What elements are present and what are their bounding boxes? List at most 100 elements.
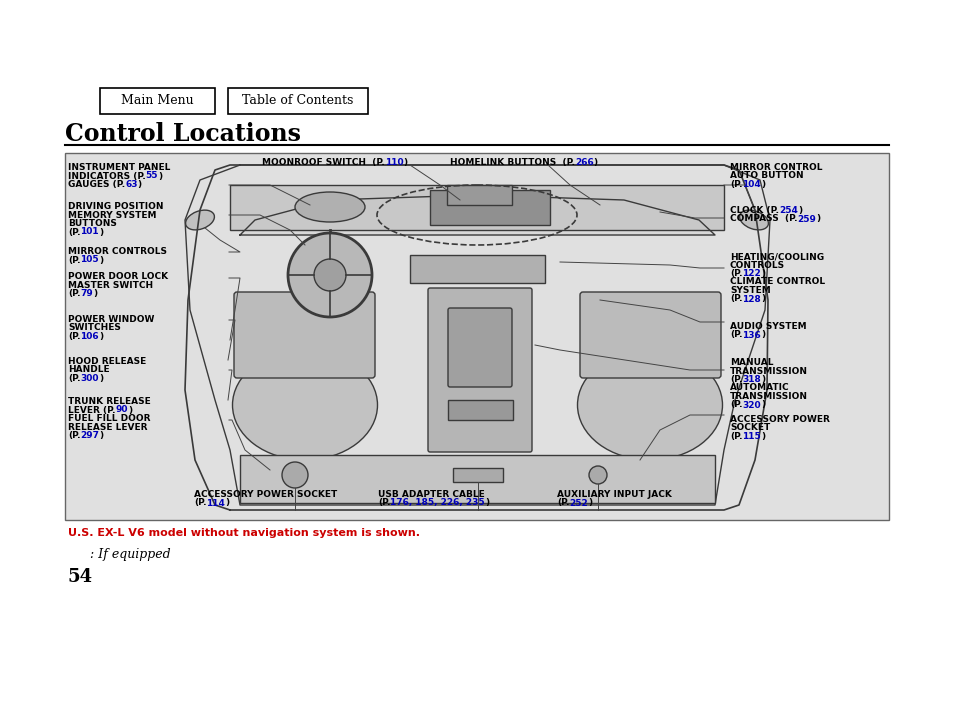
Text: 90: 90	[115, 405, 128, 415]
Text: (P.: (P.	[729, 330, 741, 339]
Text: ): )	[99, 332, 103, 341]
Bar	[228, 88, 368, 114]
Text: ): )	[588, 498, 592, 508]
Text: ): )	[128, 405, 132, 415]
Text: : If equipped: : If equipped	[90, 548, 171, 561]
Circle shape	[314, 259, 346, 291]
Text: ): )	[99, 374, 103, 383]
Text: MIRROR CONTROL: MIRROR CONTROL	[729, 163, 821, 172]
FancyBboxPatch shape	[233, 292, 375, 378]
Text: HOOD RELEASE: HOOD RELEASE	[68, 357, 146, 366]
Text: 54: 54	[68, 568, 93, 586]
Text: U.S. EX-L V6 model without navigation system is shown.: U.S. EX-L V6 model without navigation sy…	[68, 528, 419, 538]
Text: MASTER SWITCH: MASTER SWITCH	[68, 280, 153, 290]
Text: ): )	[593, 158, 598, 167]
Text: ): )	[760, 375, 764, 384]
Text: RELEASE LEVER: RELEASE LEVER	[68, 422, 148, 432]
Text: ): )	[760, 180, 764, 189]
Text: (P.: (P.	[729, 432, 741, 441]
Text: (P.: (P.	[729, 400, 741, 410]
Text: Table of Contents: Table of Contents	[242, 94, 354, 107]
Text: AUXILIARY INPUT JACK: AUXILIARY INPUT JACK	[557, 490, 671, 499]
Text: 104: 104	[741, 180, 760, 189]
Text: (P.: (P.	[68, 227, 80, 236]
Text: GAUGES (P.: GAUGES (P.	[68, 180, 125, 189]
Text: DRIVING POSITION: DRIVING POSITION	[68, 202, 163, 211]
Bar	[100, 88, 214, 114]
Text: 122: 122	[741, 269, 760, 278]
Text: POWER WINDOW: POWER WINDOW	[68, 315, 154, 324]
Text: ACCESSORY POWER: ACCESSORY POWER	[729, 415, 829, 424]
Text: LEVER (P.: LEVER (P.	[68, 405, 115, 415]
Text: (P.: (P.	[193, 498, 206, 508]
Text: MOONROOF SWITCH  (P.: MOONROOF SWITCH (P.	[262, 158, 384, 167]
Text: ): )	[225, 498, 230, 508]
Text: CLIMATE CONTROL: CLIMATE CONTROL	[729, 278, 824, 287]
Text: SYSTEM: SYSTEM	[729, 286, 770, 295]
Bar	[240, 455, 714, 503]
Text: COMPASS  (P.: COMPASS (P.	[729, 214, 797, 224]
Text: (P.: (P.	[729, 269, 741, 278]
Text: 252: 252	[569, 498, 588, 508]
Text: (P.: (P.	[729, 375, 741, 384]
Text: Main Menu: Main Menu	[121, 94, 193, 107]
Bar	[230, 185, 723, 230]
Text: ): )	[99, 227, 103, 236]
Bar	[453, 468, 502, 482]
Text: TRUNK RELEASE: TRUNK RELEASE	[68, 397, 151, 406]
Text: 259: 259	[797, 214, 816, 224]
Text: INDICATORS (P.: INDICATORS (P.	[68, 172, 146, 180]
Text: SWITCHES: SWITCHES	[68, 324, 121, 332]
Text: ): )	[760, 330, 764, 339]
Text: ): )	[816, 214, 820, 224]
Text: (P.: (P.	[68, 289, 80, 298]
Text: 176, 185, 226, 235: 176, 185, 226, 235	[390, 498, 485, 508]
Ellipse shape	[577, 350, 721, 460]
Text: CLOCK (P.: CLOCK (P.	[729, 206, 779, 215]
Text: 136: 136	[741, 330, 760, 339]
Text: 79: 79	[80, 289, 93, 298]
Ellipse shape	[294, 192, 365, 222]
Bar	[410, 255, 544, 283]
Text: (P.: (P.	[68, 256, 80, 265]
Text: 114: 114	[206, 498, 225, 508]
Text: ): )	[99, 256, 103, 265]
Text: (P.: (P.	[68, 374, 80, 383]
Text: (P.: (P.	[68, 431, 80, 440]
Text: ): )	[760, 400, 764, 410]
Text: ): )	[760, 295, 764, 303]
Text: 110: 110	[384, 158, 403, 167]
Text: 128: 128	[741, 295, 760, 303]
Bar	[448, 400, 513, 420]
Text: 254: 254	[779, 206, 797, 215]
Circle shape	[288, 233, 372, 317]
Text: ACCESSORY POWER SOCKET: ACCESSORY POWER SOCKET	[193, 490, 337, 499]
Text: 266: 266	[575, 158, 593, 167]
Text: 63: 63	[125, 180, 137, 189]
Text: ): )	[760, 432, 764, 441]
Ellipse shape	[186, 210, 214, 230]
Text: HANDLE: HANDLE	[68, 366, 110, 374]
Text: HEATING/COOLING: HEATING/COOLING	[729, 252, 823, 261]
Bar	[430, 190, 550, 225]
Text: ): )	[137, 180, 142, 189]
Circle shape	[588, 466, 606, 484]
Text: BUTTONS: BUTTONS	[68, 219, 117, 228]
Text: ): )	[403, 158, 407, 167]
Text: CONTROLS: CONTROLS	[729, 261, 784, 270]
Text: 297: 297	[80, 431, 99, 440]
Text: 300: 300	[80, 374, 99, 383]
Text: AUTOMATIC: AUTOMATIC	[729, 383, 789, 393]
Text: POWER DOOR LOCK: POWER DOOR LOCK	[68, 272, 168, 281]
Text: 105: 105	[80, 256, 99, 265]
FancyBboxPatch shape	[428, 288, 532, 452]
Text: (P.: (P.	[377, 498, 390, 508]
FancyBboxPatch shape	[579, 292, 720, 378]
Text: 318: 318	[741, 375, 760, 384]
Text: MIRROR CONTROLS: MIRROR CONTROLS	[68, 247, 167, 256]
Text: (P.: (P.	[68, 332, 80, 341]
Text: SOCKET: SOCKET	[729, 423, 769, 432]
Text: (P.: (P.	[557, 498, 569, 508]
FancyBboxPatch shape	[448, 308, 512, 387]
Text: ): )	[158, 172, 162, 180]
